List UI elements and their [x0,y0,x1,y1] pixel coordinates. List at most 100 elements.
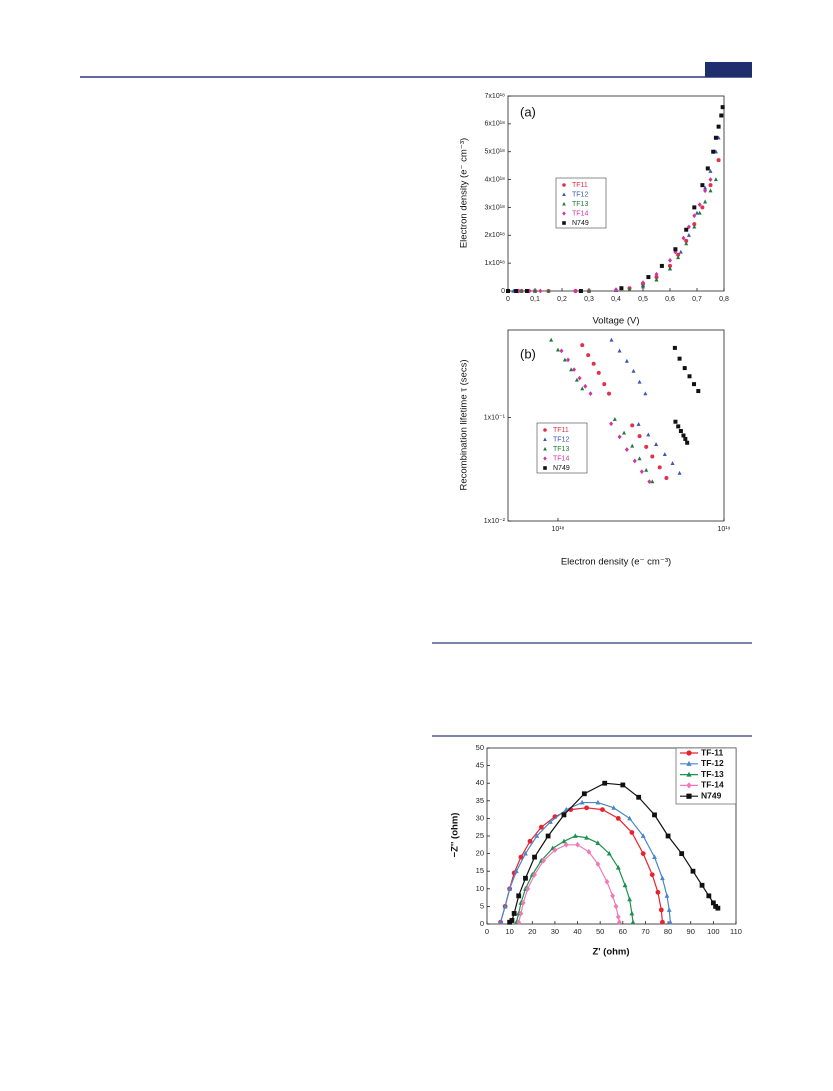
x-tick-label: 60 [619,927,627,936]
data-point [643,391,648,396]
legend-marker [543,466,547,470]
y-tick-label: 0 [501,288,505,295]
data-point [546,288,551,293]
data-point [532,854,537,860]
data-point [703,199,708,204]
data-point [617,434,622,440]
data-point [514,868,519,874]
data-point [696,389,701,394]
x-tick-label: 0 [485,927,489,936]
data-point [687,374,692,379]
data-point [627,815,633,821]
data-point [668,257,672,263]
data-point [630,443,635,448]
x-tick-label: 70 [641,927,649,936]
data-point [660,875,665,881]
legend-marker [686,793,692,799]
legend-label: N749 [572,220,589,227]
data-point [615,864,621,870]
data-point [646,432,651,437]
data-point [562,357,567,362]
data-point [591,361,596,366]
legend-marker [562,221,566,225]
data-point [563,841,569,848]
data-point [524,289,529,293]
data-point [614,287,618,293]
data-point [538,824,544,830]
data-point [581,791,587,797]
data-point [664,476,669,481]
data-point [684,227,689,232]
data-point [706,893,712,899]
x-tick-label: 0,5 [638,296,648,303]
data-point [716,158,721,163]
data-point [516,919,522,926]
legend-box [675,747,737,805]
data-point [549,337,554,342]
data-point [644,444,649,449]
x-tick-label: 90 [687,927,695,936]
x-tick-label: 100 [707,927,720,936]
data-point [555,347,560,352]
y-tick-label: 30 [476,813,484,822]
data-point [692,205,697,210]
y-tick-label: 3x10¹⁸ [485,204,506,211]
data-point [708,183,713,188]
y-tick-label: 4x10¹⁸ [485,176,506,183]
data-point [533,288,537,293]
legend-label: TF12 [572,191,588,198]
data-point [640,833,646,838]
data-point [654,442,659,446]
data-point [545,833,551,839]
data-line [518,844,621,923]
data-point [678,249,683,254]
data-point [630,919,636,925]
data-point [588,391,593,397]
y-tick-label: 45 [476,761,484,770]
data-point [498,919,503,925]
data-point [586,353,591,358]
data-point [650,454,655,459]
data-point [609,337,614,342]
data-point [622,430,627,435]
data-line [515,835,634,923]
data-point [710,900,716,906]
data-point [518,910,524,917]
data-point [715,905,721,911]
data-point [682,366,687,371]
legend-marker [686,771,692,777]
x-tick-label: 10¹⁸ [551,526,564,533]
data-point [595,799,601,805]
x-tick-label: 80 [664,927,672,936]
data-point [659,263,664,268]
data-point [624,447,629,452]
data-point [641,280,645,286]
data-point [660,919,665,925]
x-tick-label: 0 [506,296,510,303]
x-tick-label: 10¹⁹ [717,526,730,533]
legend-marker [686,750,692,756]
data-point [527,288,532,294]
data-point [607,391,612,396]
data-point [596,370,601,375]
data-point [566,357,571,363]
data-point [561,838,567,844]
data-point [658,907,664,913]
data-point [584,805,589,811]
data-point [713,135,718,140]
data-point [654,271,659,277]
data-point [673,247,678,252]
y-axis-label: −Z'' (ohm) [450,813,461,858]
data-point [595,861,601,868]
data-point [650,479,655,484]
legend-label: TF11 [572,182,588,189]
data-point [622,882,628,888]
data-point [600,807,605,812]
data-point [511,911,517,916]
data-point [580,343,585,348]
data-point [525,885,531,892]
legend-marker [562,183,566,187]
data-point [677,356,682,361]
data-point [632,458,637,464]
legend-marker [562,192,566,196]
